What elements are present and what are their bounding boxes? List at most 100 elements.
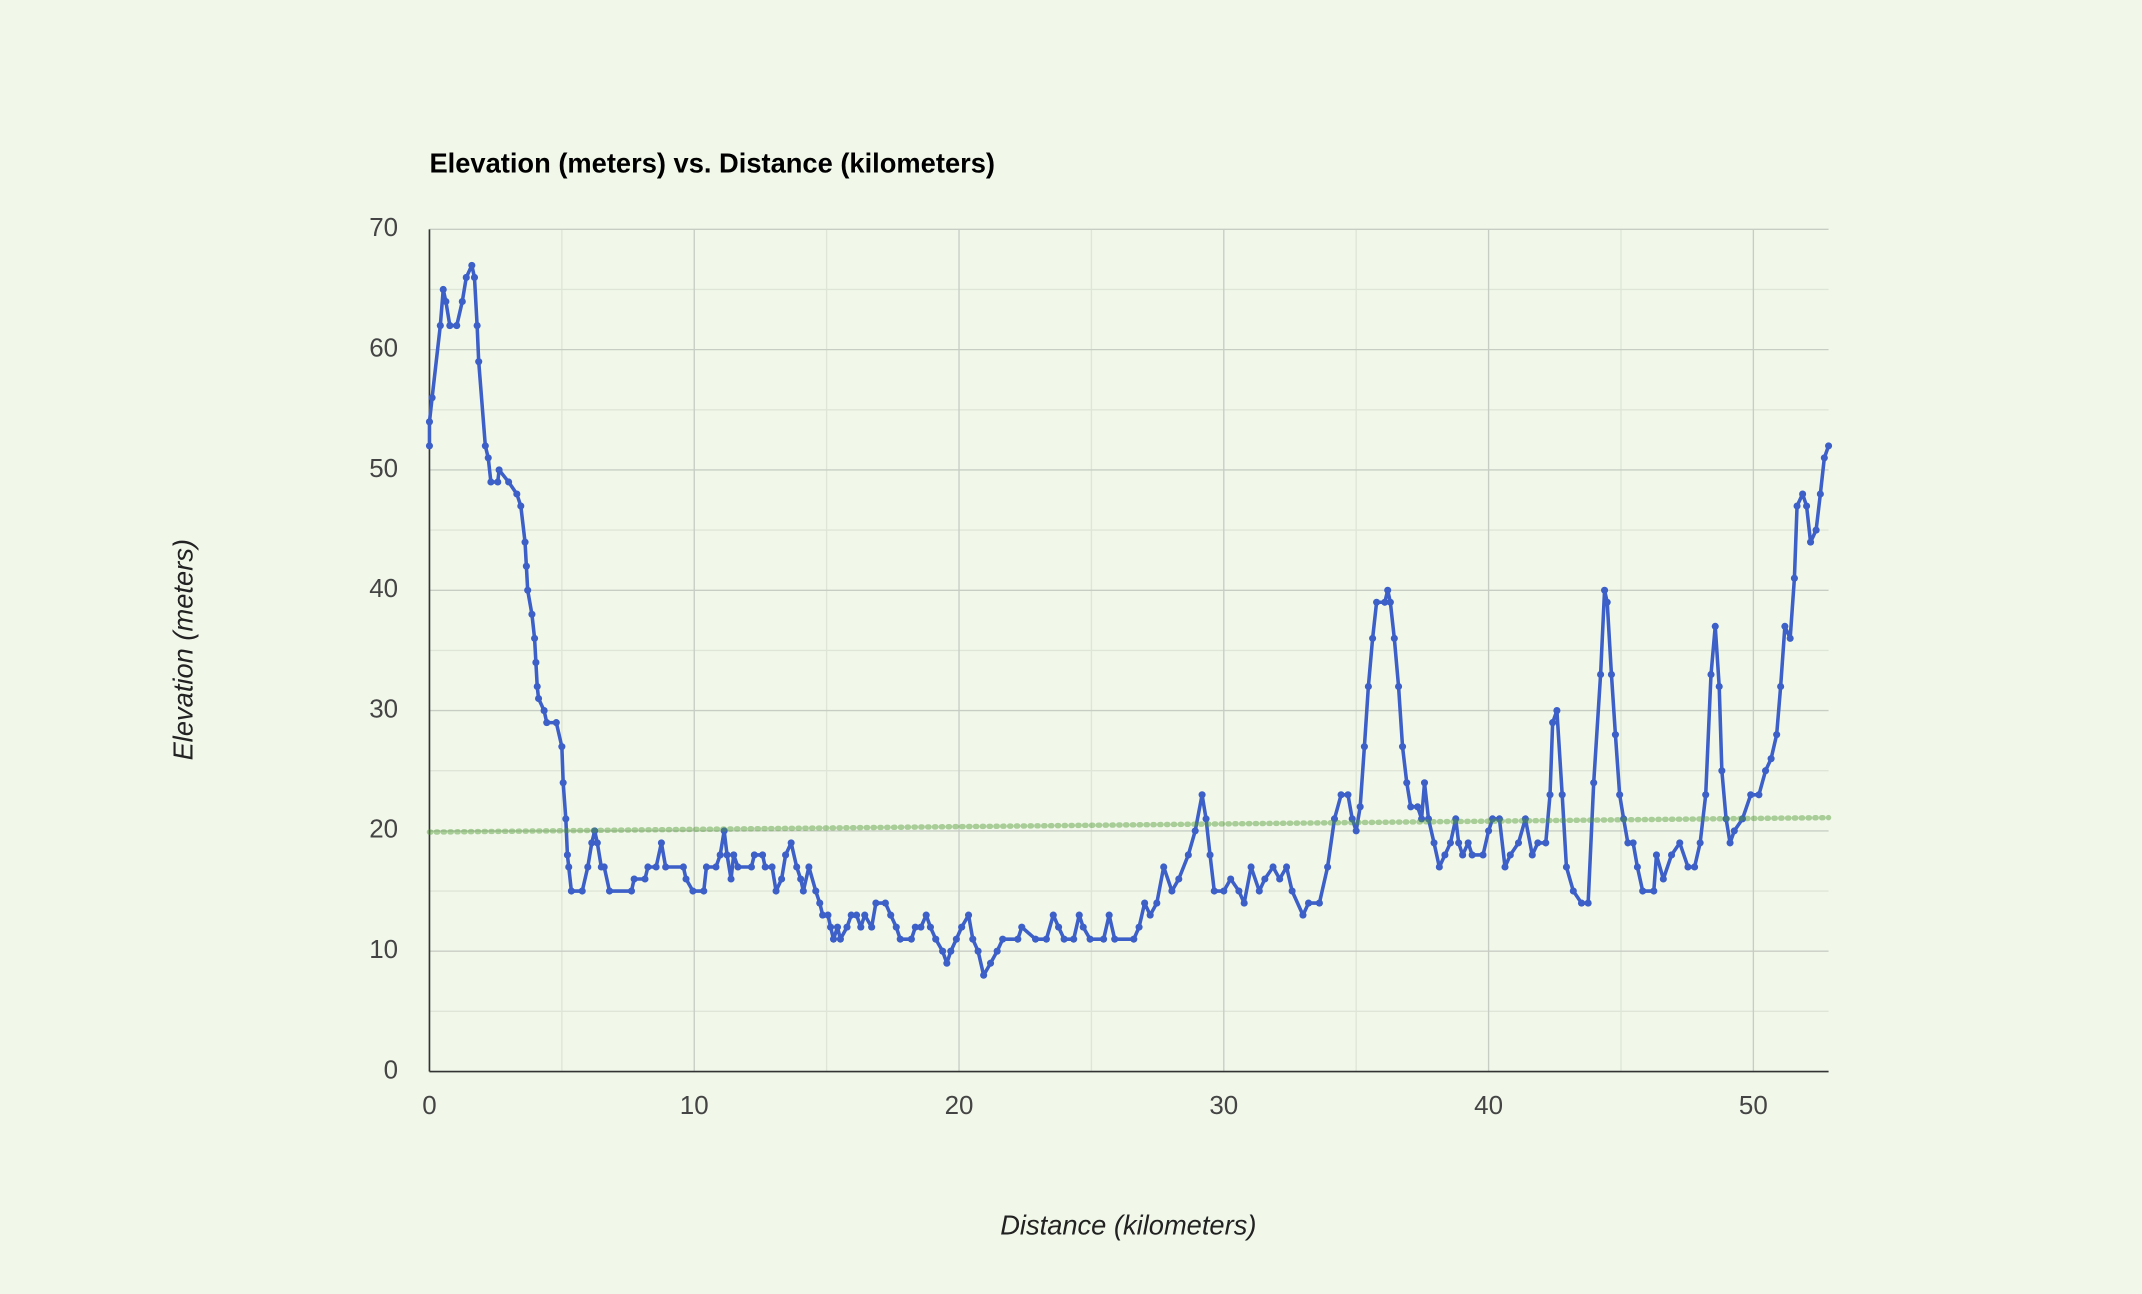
data-point: [1786, 634, 1794, 642]
data-point: [772, 887, 780, 895]
data-point: [1261, 875, 1269, 883]
data-point: [723, 851, 731, 859]
data-point: [1330, 815, 1339, 823]
x-tick-label: 10: [680, 1092, 709, 1120]
data-point: [847, 911, 855, 919]
data-point: [446, 322, 454, 330]
data-point: [1691, 863, 1699, 871]
data-point: [1793, 502, 1801, 510]
data-point: [1820, 454, 1828, 462]
data-point: [627, 887, 636, 895]
data-point: [1441, 851, 1449, 859]
data-point: [1381, 598, 1389, 606]
data-point: [720, 827, 728, 835]
data-point: [727, 875, 735, 883]
data-point: [1722, 815, 1730, 823]
data-point: [702, 863, 710, 871]
data-point: [805, 863, 813, 871]
data-point: [540, 707, 548, 715]
data-point: [980, 971, 988, 979]
data-point: [1086, 935, 1094, 943]
data-point: [1364, 682, 1372, 691]
data-point: [1160, 863, 1168, 871]
data-point: [1446, 839, 1455, 847]
data-point: [1767, 755, 1775, 763]
x-tick-label: 0: [422, 1092, 436, 1120]
data-point: [1761, 767, 1770, 775]
x-tick-label: 30: [1209, 1092, 1238, 1120]
data-point: [1324, 863, 1332, 871]
data-point: [1420, 779, 1429, 787]
data-point: [947, 947, 955, 955]
data-point: [535, 694, 543, 703]
data-point: [1755, 791, 1763, 799]
data-point: [1344, 791, 1352, 799]
data-point: [827, 923, 835, 931]
data-point: [1395, 682, 1403, 691]
data-point: [896, 935, 904, 943]
data-point: [531, 634, 539, 642]
y-axis-title: Elevation (meters): [167, 539, 198, 760]
data-point: [1042, 935, 1050, 943]
data-point: [1018, 923, 1026, 931]
data-point: [524, 586, 532, 594]
data-point: [1590, 779, 1598, 787]
data-point: [868, 923, 876, 931]
data-point: [907, 935, 915, 943]
data-point: [513, 490, 521, 498]
data-point: [522, 562, 530, 570]
chart-title: Elevation (meters) vs. Distance (kilomet…: [429, 147, 995, 178]
data-point: [1667, 851, 1676, 859]
data-point: [1611, 731, 1619, 739]
data-point: [1452, 815, 1460, 823]
data-point: [552, 719, 560, 727]
data-point: [1435, 863, 1443, 871]
data-point: [1652, 851, 1661, 859]
data-point: [759, 851, 767, 859]
data-point: [567, 887, 575, 895]
data-point: [716, 851, 724, 859]
data-point: [1639, 887, 1647, 895]
data-point: [1390, 634, 1398, 642]
data-point: [1111, 935, 1119, 943]
data-point: [1633, 863, 1641, 871]
data-point: [484, 454, 492, 462]
data-point: [1799, 490, 1807, 498]
data-point: [1031, 935, 1040, 943]
data-point: [926, 923, 934, 931]
data-point: [943, 959, 951, 967]
data-point: [1369, 634, 1377, 642]
data-point: [1569, 887, 1577, 895]
data-point: [1373, 598, 1381, 606]
data-point: [1337, 791, 1345, 799]
data-point: [1153, 899, 1161, 907]
data-point: [1352, 827, 1360, 835]
data-point: [487, 478, 495, 486]
data-point: [1398, 743, 1407, 751]
data-point: [1607, 670, 1615, 679]
data-point: [505, 478, 513, 486]
data-point: [436, 322, 444, 330]
y-tick-label: 20: [369, 816, 398, 844]
data-point: [787, 839, 795, 847]
data-point: [565, 863, 573, 871]
data-point: [819, 911, 827, 919]
data-point: [1715, 682, 1723, 691]
y-tick-label: 0: [384, 1056, 398, 1084]
data-point: [1255, 887, 1263, 895]
data-point: [1202, 815, 1210, 823]
data-point: [816, 899, 824, 907]
data-point: [1235, 887, 1243, 895]
data-point: [1730, 827, 1738, 835]
data-point: [1816, 490, 1824, 498]
data-point: [1624, 839, 1632, 847]
data-point: [1528, 851, 1536, 859]
data-point: [881, 899, 889, 907]
data-point: [453, 322, 461, 330]
data-point: [747, 863, 755, 871]
data-point: [644, 863, 652, 871]
data-point: [1210, 887, 1218, 895]
data-point: [1616, 791, 1624, 799]
data-point: [1141, 899, 1149, 907]
